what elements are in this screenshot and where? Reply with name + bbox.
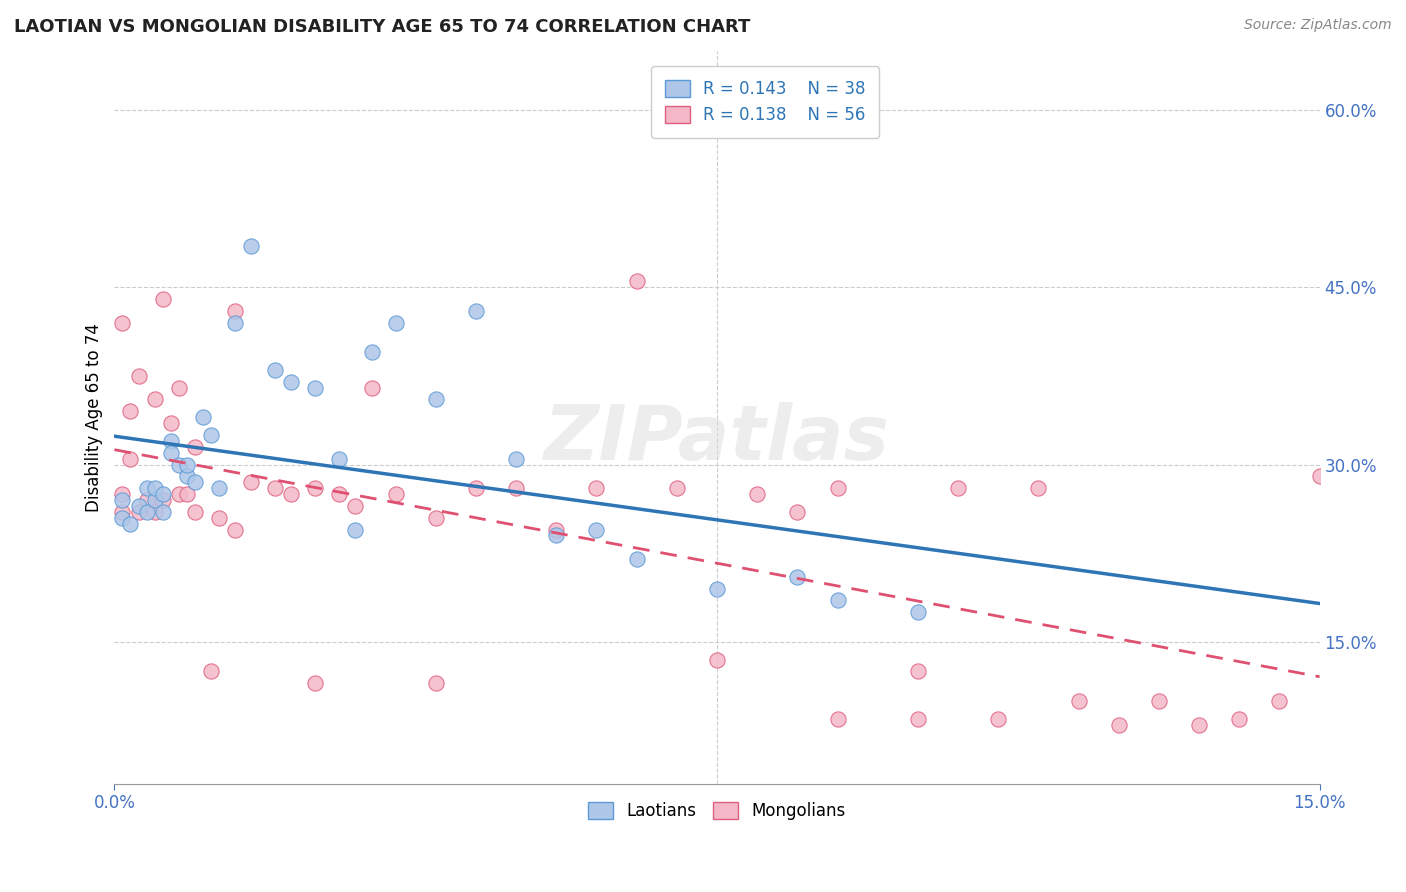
Point	[626, 274, 648, 288]
Point	[665, 481, 688, 495]
Point	[111, 505, 134, 519]
Text: LAOTIAN VS MONGOLIAN DISABILITY AGE 65 TO 74 CORRELATION CHART: LAOTIAN VS MONGOLIAN DISABILITY AGE 65 T…	[14, 18, 751, 36]
Point	[907, 605, 929, 619]
Point	[152, 487, 174, 501]
Point	[280, 375, 302, 389]
Point	[1147, 694, 1170, 708]
Point	[128, 499, 150, 513]
Point	[907, 712, 929, 726]
Point	[184, 440, 207, 454]
Point	[1188, 717, 1211, 731]
Point	[1268, 694, 1291, 708]
Point	[143, 505, 166, 519]
Point	[280, 487, 302, 501]
Point	[159, 434, 181, 448]
Point	[152, 493, 174, 508]
Point	[546, 523, 568, 537]
Point	[208, 510, 231, 524]
Text: Source: ZipAtlas.com: Source: ZipAtlas.com	[1244, 18, 1392, 32]
Point	[135, 481, 157, 495]
Point	[167, 487, 190, 501]
Point	[224, 303, 246, 318]
Point	[111, 510, 134, 524]
Point	[505, 481, 527, 495]
Point	[585, 523, 607, 537]
Point	[585, 481, 607, 495]
Point	[111, 487, 134, 501]
Point	[224, 316, 246, 330]
Point	[465, 303, 488, 318]
Point	[987, 712, 1010, 726]
Point	[328, 487, 350, 501]
Point	[344, 499, 367, 513]
Point	[176, 458, 198, 472]
Point	[360, 381, 382, 395]
Point	[264, 481, 287, 495]
Point	[128, 505, 150, 519]
Point	[184, 505, 207, 519]
Point	[546, 528, 568, 542]
Point	[128, 368, 150, 383]
Point	[135, 505, 157, 519]
Point	[706, 582, 728, 596]
Point	[159, 445, 181, 459]
Point	[135, 493, 157, 508]
Point	[384, 316, 406, 330]
Point	[425, 676, 447, 690]
Point	[425, 392, 447, 407]
Point	[1227, 712, 1250, 726]
Point	[1108, 717, 1130, 731]
Point	[304, 676, 326, 690]
Text: ZIPatlas: ZIPatlas	[544, 402, 890, 476]
Point	[152, 292, 174, 306]
Point	[176, 487, 198, 501]
Point	[120, 451, 142, 466]
Point	[167, 381, 190, 395]
Point	[159, 416, 181, 430]
Point	[143, 392, 166, 407]
Point	[176, 469, 198, 483]
Point	[1028, 481, 1050, 495]
Point	[191, 410, 214, 425]
Point	[827, 712, 849, 726]
Point	[946, 481, 969, 495]
Point	[706, 652, 728, 666]
Point	[1309, 469, 1331, 483]
Point	[304, 381, 326, 395]
Point	[827, 593, 849, 607]
Point	[344, 523, 367, 537]
Point	[200, 665, 222, 679]
Point	[907, 665, 929, 679]
Point	[1067, 694, 1090, 708]
Point	[425, 510, 447, 524]
Y-axis label: Disability Age 65 to 74: Disability Age 65 to 74	[86, 323, 103, 512]
Point	[328, 451, 350, 466]
Point	[120, 516, 142, 531]
Point	[152, 505, 174, 519]
Point	[786, 570, 808, 584]
Point	[224, 523, 246, 537]
Point	[184, 475, 207, 490]
Point	[384, 487, 406, 501]
Point	[264, 363, 287, 377]
Point	[111, 316, 134, 330]
Point	[111, 493, 134, 508]
Point	[360, 345, 382, 359]
Point	[143, 481, 166, 495]
Point	[827, 481, 849, 495]
Point	[167, 458, 190, 472]
Point	[208, 481, 231, 495]
Point	[747, 487, 769, 501]
Legend: Laotians, Mongolians: Laotians, Mongolians	[582, 795, 852, 827]
Point	[200, 428, 222, 442]
Point	[465, 481, 488, 495]
Point	[240, 239, 263, 253]
Point	[143, 493, 166, 508]
Point	[120, 404, 142, 418]
Point	[505, 451, 527, 466]
Point	[240, 475, 263, 490]
Point	[786, 505, 808, 519]
Point	[304, 481, 326, 495]
Point	[626, 552, 648, 566]
